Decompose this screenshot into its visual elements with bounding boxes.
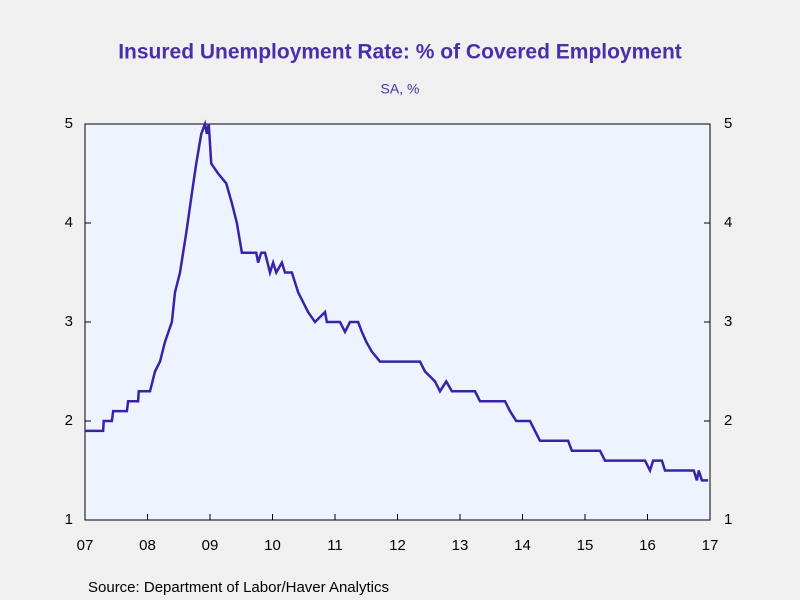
x-tick-label: 13 — [452, 537, 469, 554]
y-tick-label: 1 — [65, 511, 73, 528]
source-note: Source: Department of Labor/Haver Analyt… — [88, 579, 389, 596]
plot-area — [84, 123, 711, 521]
x-tick-label: 16 — [639, 537, 656, 554]
x-tick-label: 17 — [702, 537, 719, 554]
y-tick-label: 5 — [65, 115, 73, 132]
chart-title: Insured Unemployment Rate: % of Covered … — [118, 41, 682, 64]
x-tick-label: 15 — [577, 537, 594, 554]
y2-tick-label: 4 — [724, 214, 732, 231]
x-tick-label: 12 — [389, 537, 406, 554]
y2-tick-label: 2 — [724, 412, 732, 429]
x-tick-label: 07 — [77, 537, 94, 554]
x-tick-label: 08 — [139, 537, 156, 554]
chart-subtitle: SA, % — [381, 81, 420, 97]
x-tick-label: 10 — [264, 537, 281, 554]
y-tick-label: 4 — [65, 214, 73, 231]
y-tick-label: 2 — [65, 412, 73, 429]
x-tick-label: 14 — [514, 537, 531, 554]
y2-tick-label: 3 — [724, 313, 732, 330]
x-tick-label: 11 — [327, 537, 343, 554]
x-tick-label: 09 — [202, 537, 219, 554]
series-line — [85, 119, 709, 482]
y-tick-label: 3 — [65, 313, 73, 330]
y2-tick-label: 1 — [724, 511, 732, 528]
y2-tick-label: 5 — [724, 115, 732, 132]
